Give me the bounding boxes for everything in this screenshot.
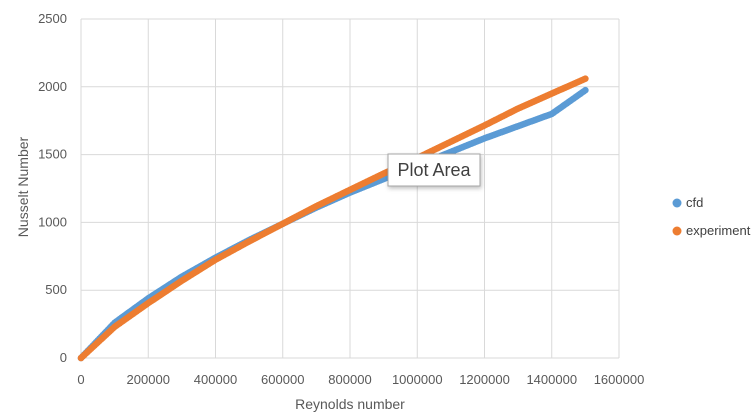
x-axis-title: Reynolds number bbox=[295, 396, 405, 412]
x-tick-label: 200000 bbox=[127, 372, 170, 387]
series-experiment[interactable] bbox=[77, 75, 589, 362]
x-tick-label: 400000 bbox=[194, 372, 237, 387]
y-tick-label: 1000 bbox=[38, 214, 67, 229]
tick-labels: 0 200000 400000 600000 800000 1000000 1200000 1… bbox=[38, 11, 644, 387]
tooltip-text: Plot Area bbox=[397, 160, 471, 180]
legend-label-experiment: experiment bbox=[686, 223, 751, 238]
y-tick-label: 2000 bbox=[38, 79, 67, 94]
plot-area-tooltip: Plot Area bbox=[387, 153, 481, 187]
plot-area[interactable] bbox=[77, 75, 589, 362]
legend-label-cfd: cfd bbox=[686, 195, 703, 210]
x-tick-label: 1400000 bbox=[526, 372, 577, 387]
legend[interactable]: cfd experiment bbox=[672, 195, 751, 238]
y-tick-label: 2500 bbox=[38, 11, 67, 26]
data-point-cfd[interactable] bbox=[582, 86, 589, 94]
x-tick-label: 1600000 bbox=[594, 372, 645, 387]
legend-marker-cfd bbox=[672, 198, 682, 208]
y-tick-label: 500 bbox=[45, 282, 67, 297]
x-tick-label: 600000 bbox=[261, 372, 304, 387]
x-tick-label: 800000 bbox=[328, 372, 371, 387]
data-point-experiment[interactable] bbox=[582, 75, 589, 82]
x-tick-label: 1000000 bbox=[392, 372, 443, 387]
legend-marker-experiment bbox=[672, 226, 682, 236]
y-axis-title: Nusselt Number bbox=[15, 136, 31, 237]
x-tick-label: 0 bbox=[77, 372, 84, 387]
y-tick-label: 1500 bbox=[38, 147, 67, 162]
x-tick-label: 1200000 bbox=[459, 372, 510, 387]
y-tick-label: 0 bbox=[60, 350, 67, 365]
